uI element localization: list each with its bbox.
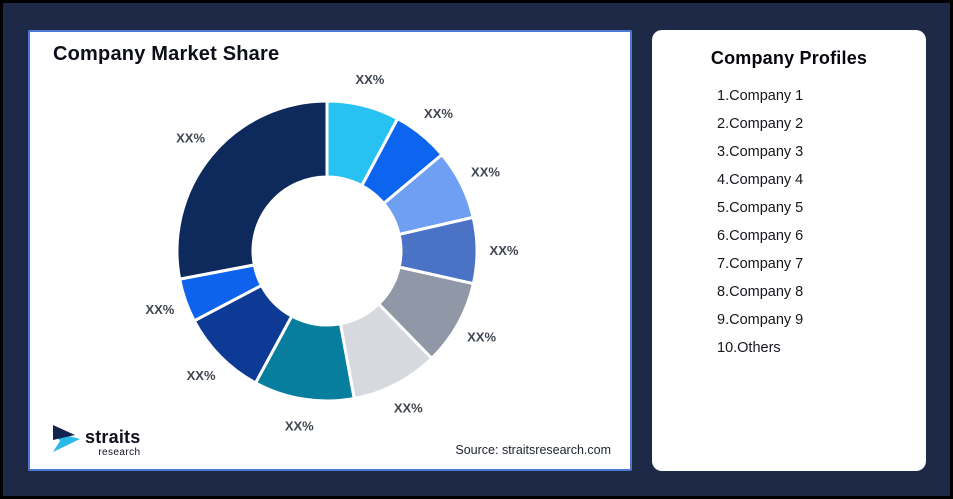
company-list-item: 10.Others <box>717 340 781 356</box>
profiles-title: Company Profiles <box>710 48 868 68</box>
logo-text: straits research <box>85 421 140 458</box>
donut-segment-10 <box>175 99 329 281</box>
slice-label-7: XX% <box>285 418 314 433</box>
slice-label-10: XX% <box>176 131 205 146</box>
market-share-card: Company Market Share XX% XX% XX% XX% XX% XX% X… <box>28 30 632 471</box>
slice-label-1: XX% <box>355 72 384 87</box>
company-list: 1.Company 1 2.Company 2 3.Company 3 4.Compa… <box>652 82 926 362</box>
company-list-item: 7.Company 7 <box>717 256 804 272</box>
slice-label-5: XX% <box>467 330 496 345</box>
company-list-item: 9.Company 9 <box>717 312 804 328</box>
company-list-item: 5.Company 5 <box>717 200 804 216</box>
chart-title: Company Market Share <box>53 43 280 65</box>
source-attribution: Source: straitsresearch.com <box>455 443 611 457</box>
straits-research-logo: straits research <box>52 421 140 458</box>
company-list-item: 6.Company 6 <box>717 228 804 244</box>
logo-brand-sub: research <box>98 447 141 458</box>
company-list-item: 8.Company 8 <box>717 284 804 300</box>
company-list-item: 4.Company 4 <box>717 172 804 188</box>
company-profiles-card: Company Profiles 1.Company 1 2.Company 2 3… <box>652 30 926 471</box>
company-list-item: 3.Company 3 <box>717 144 804 160</box>
company-list-item: 1.Company 1 <box>717 88 804 104</box>
logo-mark-icon <box>53 425 80 452</box>
slice-label-6: XX% <box>394 401 423 416</box>
slice-label-3: XX% <box>471 165 500 180</box>
slice-label-2: XX% <box>424 106 453 121</box>
slice-label-8: XX% <box>187 368 216 383</box>
company-list-item: 2.Company 2 <box>717 116 804 132</box>
slice-label-9: XX% <box>145 302 174 317</box>
slice-label-4: XX% <box>490 243 519 258</box>
donut-chart: XX% XX% XX% XX% XX% XX% XX% XX% XX% XX% <box>145 72 519 433</box>
logo-brand: straits <box>85 427 141 447</box>
